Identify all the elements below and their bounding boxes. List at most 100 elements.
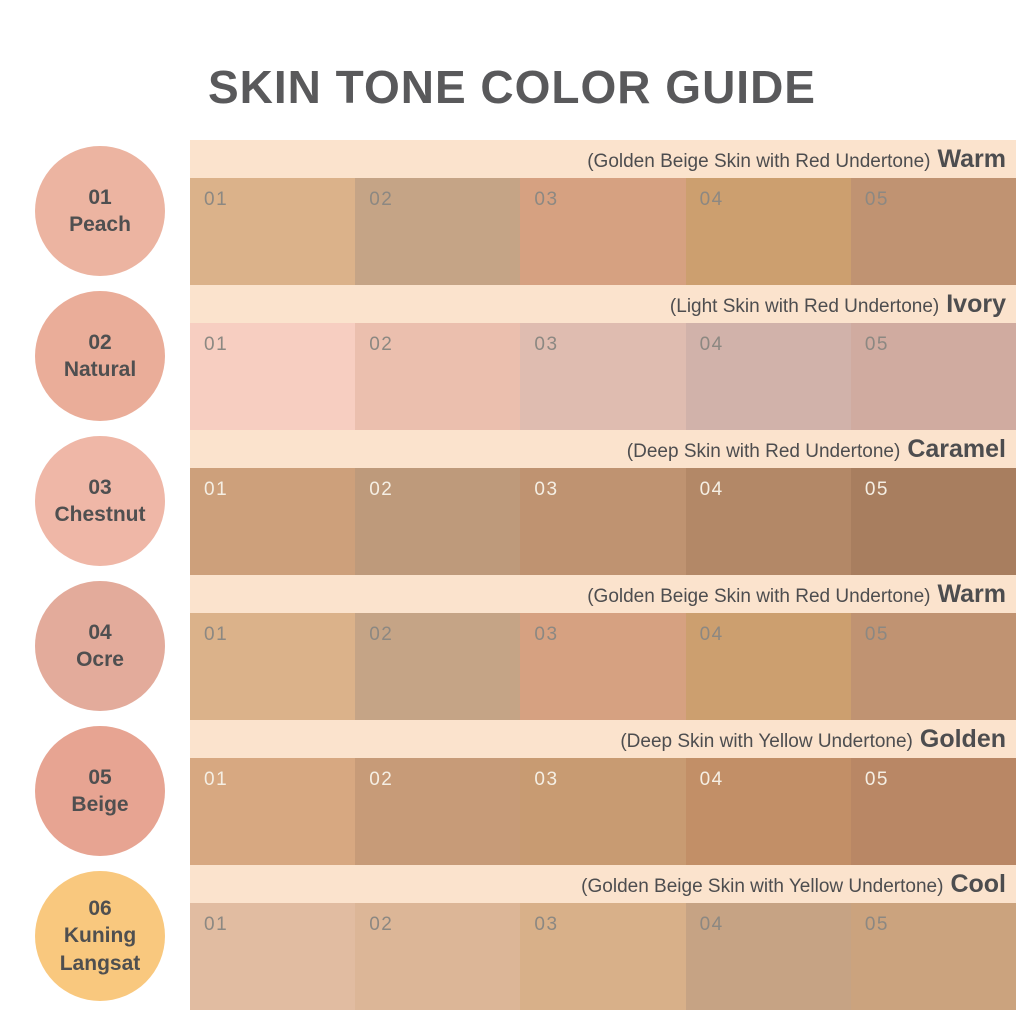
color-swatch: 04 <box>685 178 851 285</box>
swatch-label: 05 <box>864 189 889 210</box>
color-swatch: 05 <box>850 903 1017 1010</box>
color-swatch: 01 <box>190 178 356 285</box>
color-swatch: 04 <box>685 613 851 720</box>
swatch-label: 04 <box>699 624 724 645</box>
swatch-label: 04 <box>699 769 724 790</box>
shade-legend-column: 01 Peach 02 Natural 03 Chestnut 04 Ocre … <box>35 146 165 1016</box>
color-swatch: 04 <box>685 903 851 1010</box>
swatch-label: 05 <box>864 769 889 790</box>
swatch-label: 02 <box>369 914 394 935</box>
tone-row: (Golden Beige Skin with Red Undertone) Wa… <box>190 140 1017 285</box>
shade-legend-name: Kuning Langsat <box>59 924 141 975</box>
swatch-label: 02 <box>369 479 394 500</box>
color-swatch: 02 <box>355 903 521 1010</box>
shade-legend-name: Chestnut <box>54 503 146 526</box>
swatch-strip: 01 02 03 04 05 <box>190 903 1017 1010</box>
swatch-label: 02 <box>369 334 394 355</box>
swatch-label: 04 <box>699 479 724 500</box>
swatch-label: 03 <box>534 189 559 210</box>
swatch-label: 01 <box>204 769 229 790</box>
color-swatch: 03 <box>520 758 686 865</box>
color-swatch: 05 <box>850 468 1017 575</box>
tone-row-descriptor: (Deep Skin with Yellow Undertone) <box>620 731 913 752</box>
swatch-label: 01 <box>204 189 229 210</box>
color-swatch: 03 <box>520 468 686 575</box>
swatch-strip: 01 02 03 04 05 <box>190 468 1017 575</box>
swatch-label: 04 <box>699 334 724 355</box>
tone-row-header: (Light Skin with Red Undertone) Ivory <box>190 285 1016 323</box>
shade-legend-circle: 02 Natural <box>35 291 165 421</box>
tone-row: (Golden Beige Skin with Red Undertone) Wa… <box>190 575 1017 720</box>
swatch-strip: 01 02 03 04 05 <box>190 758 1017 865</box>
color-swatch: 02 <box>355 468 521 575</box>
color-swatch: 01 <box>190 613 356 720</box>
shade-legend-number: 02 <box>88 330 112 354</box>
color-swatch: 05 <box>850 613 1017 720</box>
color-swatch: 01 <box>190 903 356 1010</box>
color-swatch: 05 <box>850 323 1017 430</box>
swatch-label: 02 <box>369 769 394 790</box>
tone-row: (Golden Beige Skin with Yellow Undertone… <box>190 865 1017 1010</box>
shade-legend-number: 03 <box>88 475 112 499</box>
color-swatch: 05 <box>850 178 1017 285</box>
color-swatch: 01 <box>190 758 356 865</box>
color-swatch: 03 <box>520 903 686 1010</box>
shade-legend-number: 04 <box>88 620 112 644</box>
color-swatch: 03 <box>520 178 686 285</box>
tone-row-header: (Golden Beige Skin with Red Undertone) Wa… <box>190 575 1016 613</box>
swatch-label: 01 <box>204 334 229 355</box>
tone-row-descriptor: (Golden Beige Skin with Red Undertone) <box>587 151 931 172</box>
shade-legend-name: Peach <box>69 213 131 236</box>
swatch-label: 03 <box>534 769 559 790</box>
swatch-label: 01 <box>204 479 229 500</box>
color-swatch: 02 <box>355 178 521 285</box>
tone-row-descriptor: (Golden Beige Skin with Red Undertone) <box>587 586 931 607</box>
tone-row-header: (Golden Beige Skin with Red Undertone) Wa… <box>190 140 1016 178</box>
color-swatch: 04 <box>685 468 851 575</box>
swatch-strip: 01 02 03 04 05 <box>190 323 1017 430</box>
swatch-label: 05 <box>864 914 889 935</box>
color-swatch: 02 <box>355 758 521 865</box>
tone-row-descriptor: (Deep Skin with Red Undertone) <box>626 441 901 462</box>
swatch-label: 03 <box>534 334 559 355</box>
shade-legend-circle: 01 Peach <box>35 146 165 276</box>
tone-row-header: (Deep Skin with Red Undertone) Caramel <box>190 430 1016 468</box>
tone-row-descriptor: (Golden Beige Skin with Yellow Undertone… <box>581 876 944 897</box>
swatch-label: 03 <box>534 479 559 500</box>
color-swatch: 05 <box>850 758 1017 865</box>
shade-legend-name: Ocre <box>76 648 124 671</box>
shade-legend-number: 05 <box>88 765 112 789</box>
shade-legend-circle: 03 Chestnut <box>35 436 165 566</box>
swatch-strip: 01 02 03 04 05 <box>190 613 1017 720</box>
color-swatch: 04 <box>685 758 851 865</box>
swatch-label: 01 <box>204 624 229 645</box>
swatch-label: 05 <box>864 479 889 500</box>
swatch-label: 03 <box>534 914 559 935</box>
tone-row-name: Cool <box>950 870 1006 898</box>
tone-row: (Deep Skin with Yellow Undertone) Golden … <box>190 720 1017 865</box>
tone-row-name: Warm <box>937 145 1006 173</box>
tone-row-header: (Deep Skin with Yellow Undertone) Golden <box>190 720 1016 758</box>
tone-row-descriptor: (Light Skin with Red Undertone) <box>669 296 940 317</box>
color-swatch: 03 <box>520 613 686 720</box>
tone-row-name: Warm <box>937 580 1006 608</box>
swatch-label: 04 <box>699 914 724 935</box>
color-swatch: 03 <box>520 323 686 430</box>
shade-legend-circle: 06 Kuning Langsat <box>35 871 165 1001</box>
tone-row: (Deep Skin with Red Undertone) Caramel 01… <box>190 430 1017 575</box>
tone-row-name: Ivory <box>946 290 1006 318</box>
page-title: SKIN TONE COLOR GUIDE <box>208 61 816 113</box>
tone-rows-grid: (Golden Beige Skin with Red Undertone) Wa… <box>190 140 1017 1010</box>
tone-row-name: Caramel <box>907 435 1006 463</box>
shade-legend-circle: 04 Ocre <box>35 581 165 711</box>
shade-legend-name: Beige <box>71 793 129 816</box>
swatch-label: 03 <box>534 624 559 645</box>
tone-row-name: Golden <box>919 725 1006 753</box>
shade-legend-name: Natural <box>63 358 137 381</box>
color-swatch: 04 <box>685 323 851 430</box>
swatch-label: 05 <box>864 624 889 645</box>
swatch-label: 01 <box>204 914 229 935</box>
tone-row: (Light Skin with Red Undertone) Ivory 01 … <box>190 285 1017 430</box>
shade-legend-circle: 05 Beige <box>35 726 165 856</box>
swatch-strip: 01 02 03 04 05 <box>190 178 1017 285</box>
